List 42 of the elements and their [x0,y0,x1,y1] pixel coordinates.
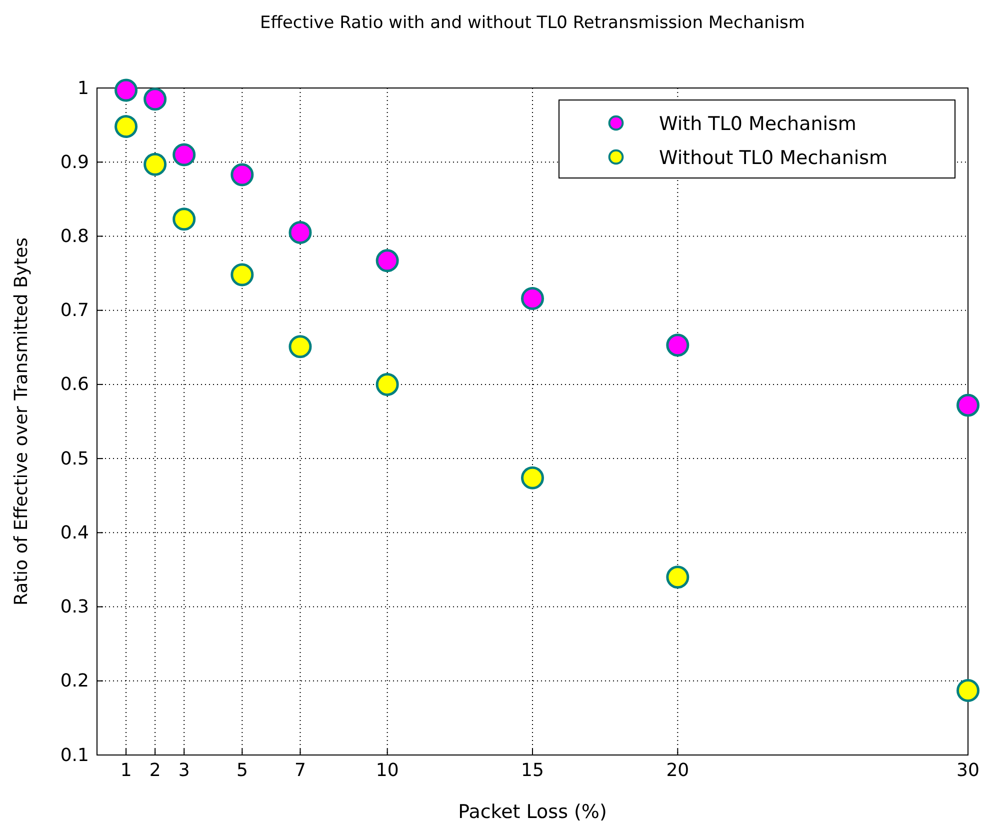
y-tick-label: 0.8 [60,226,89,247]
point [956,679,980,702]
y-tick-label: 0.1 [60,744,89,766]
point [114,78,138,102]
point [144,88,167,111]
point [956,394,980,417]
point [230,163,254,186]
x-axis-title: Packet Loss (%) [458,801,607,823]
y-tick-label: 0.7 [60,300,89,322]
point [288,335,312,358]
x-tick-label: 5 [236,760,248,781]
x-tick-label: 3 [178,760,190,781]
x-tick-label: 30 [956,760,980,781]
y-tick-label: 1 [78,78,89,99]
point [376,372,399,396]
chart-title: Effective Ratio with and without TL0 Retransmission Mechanism [260,13,805,33]
y-tick-label: 0.9 [60,152,89,173]
point [172,208,196,231]
y-tick-label: 0.6 [60,374,89,396]
point [666,566,690,589]
legend-label: With TL0 Mechanism [659,113,856,135]
point [376,249,399,272]
x-tick-label: 20 [666,760,690,781]
x-tick-label: 7 [294,760,306,781]
legend-label: Without TL0 Mechanism [659,147,888,169]
x-tick-label: 2 [149,760,161,781]
point [666,334,690,357]
point [521,286,544,310]
x-tick-label: 15 [521,760,544,781]
point [114,115,138,138]
point [144,152,167,176]
y-tick-label: 0.2 [60,670,89,692]
x-tick-label: 1 [120,760,132,781]
y-tick-label: 0.3 [60,596,89,618]
y-axis-title: Ratio of Effective over Transmitted Bytes [11,237,32,606]
point [288,221,312,244]
point [521,466,544,490]
y-tick-label: 0.4 [60,522,89,544]
point [172,143,196,166]
point [230,263,254,286]
x-tick-label: 10 [376,760,399,781]
y-tick-label: 0.5 [60,448,89,470]
